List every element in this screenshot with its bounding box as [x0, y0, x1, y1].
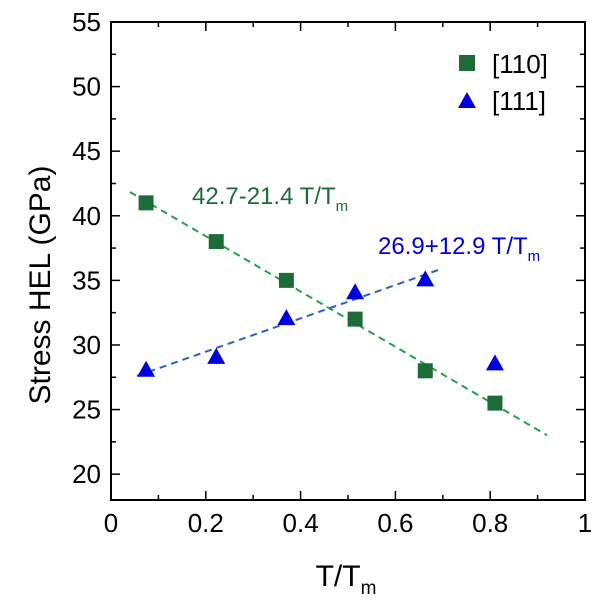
x-tick-label: 1 — [578, 508, 592, 538]
data-point-110 — [278, 272, 294, 288]
fit-label-110: 42.7-21.4 T/Tm — [192, 183, 348, 215]
data-point-111 — [416, 270, 435, 287]
y-tick-label: 35 — [72, 265, 101, 295]
fit-label-111-sub: m — [528, 248, 541, 265]
data-point-110 — [347, 311, 363, 327]
y-tick-label: 30 — [72, 330, 101, 360]
data-point-110 — [138, 195, 154, 211]
data-point-111 — [207, 347, 226, 364]
fit-label-111-main: 26.9+12.9 T/T — [378, 233, 528, 260]
x-tick-label: 0.2 — [188, 508, 224, 538]
data-point-110 — [208, 234, 224, 250]
x-axis-label-main: T/T — [316, 560, 361, 593]
data-point-111 — [137, 360, 156, 377]
data-markers — [137, 195, 504, 411]
legend-label-110: [110] — [492, 49, 548, 79]
fit-label-111: 26.9+12.9 T/Tm — [378, 233, 540, 265]
fit-line-110 — [129, 191, 548, 437]
y-tick-label: 40 — [72, 201, 101, 231]
x-axis-label: T/Tm — [316, 560, 377, 599]
axes: 0 0.2 0.4 0.6 0.8 1 20 25 30 35 40 45 50 55 — [72, 7, 592, 538]
x-tick-label: 0.6 — [377, 508, 413, 538]
x-tick-label: 0 — [104, 508, 118, 538]
x-axis-label-sub: m — [361, 578, 377, 599]
x-tick-label: 0.8 — [472, 508, 508, 538]
y-axis-label: Stress HEL (GPa) — [24, 166, 57, 405]
x-tick-label: 0.4 — [283, 508, 319, 538]
legend-marker-111 — [458, 92, 476, 108]
y-tick-label: 50 — [72, 72, 101, 102]
y-tick-label: 20 — [72, 459, 101, 489]
y-tick-label: 55 — [72, 7, 101, 37]
data-point-111 — [277, 309, 296, 326]
fit-label-110-main: 42.7-21.4 T/T — [192, 183, 336, 210]
fit-label-110-sub: m — [336, 198, 349, 215]
y-tick-label: 25 — [72, 395, 101, 425]
legend-label-111: [111] — [492, 86, 546, 116]
data-point-111 — [346, 283, 365, 300]
data-point-110 — [417, 363, 433, 379]
y-tick-label: 45 — [72, 136, 101, 166]
legend-marker-110 — [459, 55, 475, 71]
data-point-110 — [487, 395, 503, 411]
legend: [110] [111] — [458, 49, 548, 116]
data-point-111 — [485, 354, 504, 371]
